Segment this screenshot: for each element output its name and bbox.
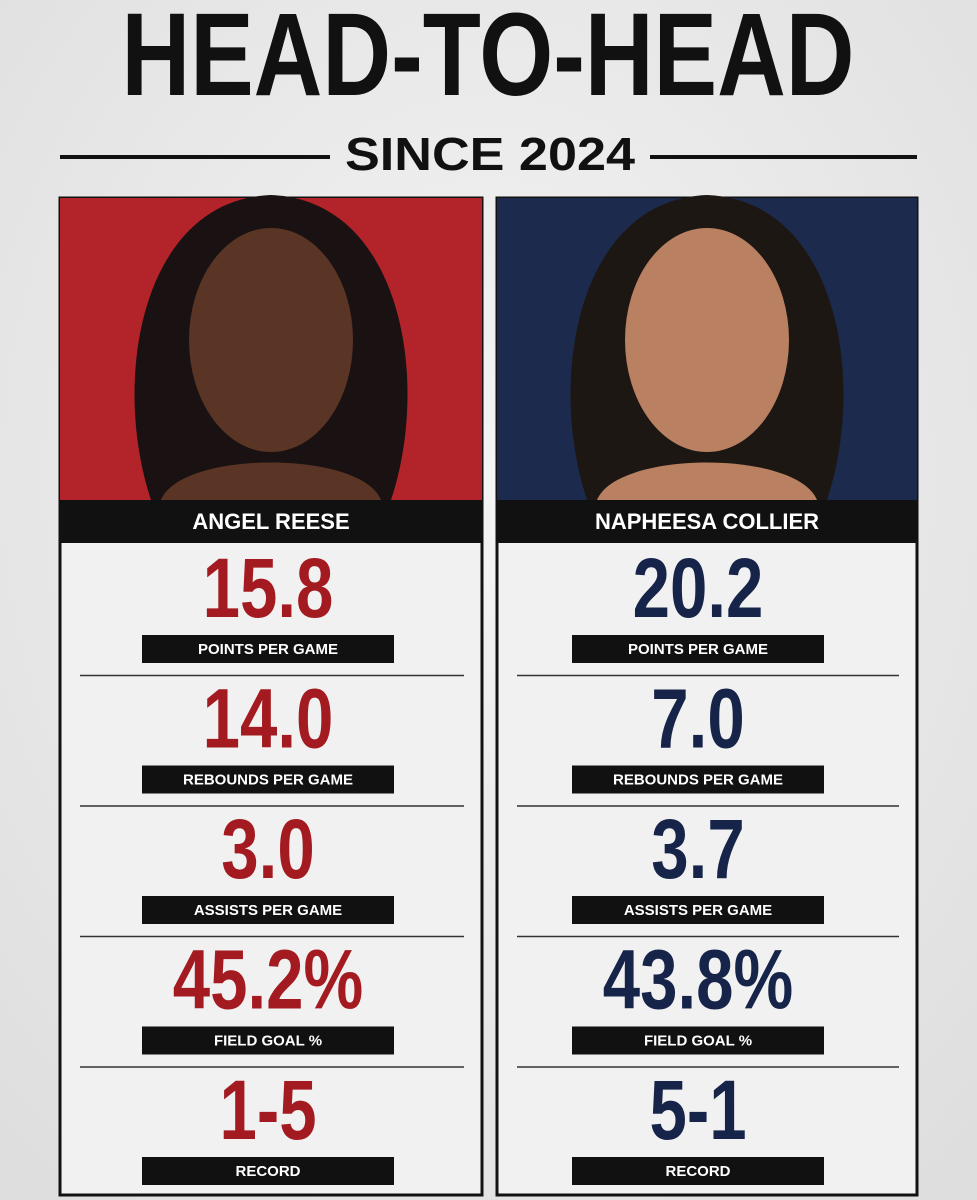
photo-face xyxy=(189,228,353,452)
stat-label: ASSISTS PER GAME xyxy=(194,902,342,919)
stat-label: RECORD xyxy=(235,1163,300,1180)
stat-value: 7.0 xyxy=(651,673,744,767)
label-bar xyxy=(572,1157,824,1185)
stat-value: 3.7 xyxy=(651,803,744,897)
label-bar xyxy=(142,635,394,663)
name-bar xyxy=(497,500,917,543)
stat-label: POINTS PER GAME xyxy=(198,641,338,658)
player-panel: ANGEL REESE 15.8 POINTS PER GAME 14.0 REBOUN… xyxy=(58,195,484,1197)
label-bar xyxy=(572,896,824,924)
stat-value: 20.2 xyxy=(633,542,764,636)
player-name: NAPHEESA COLLIER xyxy=(595,509,819,534)
stat-value: 45.2% xyxy=(173,934,364,1028)
photo-face xyxy=(625,228,789,452)
title: HEAD-TO-HEAD xyxy=(122,0,855,121)
stat-value: 3.0 xyxy=(221,803,314,897)
label-bar xyxy=(572,1026,824,1055)
stat-value: 1-5 xyxy=(219,1064,316,1158)
name-bar xyxy=(60,500,482,543)
stat-label: REBOUNDS PER GAME xyxy=(183,771,353,788)
stat-label: RECORD xyxy=(665,1163,730,1180)
label-bar xyxy=(572,765,824,794)
subtitle: SINCE 2024 xyxy=(345,128,635,180)
stat-value: 5-1 xyxy=(649,1064,746,1158)
label-bar xyxy=(142,765,394,794)
photo-shoulders xyxy=(597,462,817,500)
stat-label: FIELD GOAL % xyxy=(214,1032,322,1049)
label-bar xyxy=(142,896,394,924)
player-panel: NAPHEESA COLLIER 20.2 POINTS PER GAME 7.0 RE… xyxy=(495,195,919,1197)
stat-label: ASSISTS PER GAME xyxy=(624,902,772,919)
label-bar xyxy=(572,635,824,663)
stat-label: POINTS PER GAME xyxy=(628,641,768,658)
stat-value: 43.8% xyxy=(603,934,794,1028)
stat-label: REBOUNDS PER GAME xyxy=(613,771,783,788)
stat-value: 14.0 xyxy=(203,673,334,767)
photo-shoulders xyxy=(161,462,381,500)
label-bar xyxy=(142,1157,394,1185)
panels: ANGEL REESE 15.8 POINTS PER GAME 14.0 REBOUN… xyxy=(58,195,919,1197)
label-bar xyxy=(142,1026,394,1055)
stat-value: 15.8 xyxy=(203,542,334,636)
player-name: ANGEL REESE xyxy=(192,509,349,534)
stat-label: FIELD GOAL % xyxy=(644,1032,752,1049)
